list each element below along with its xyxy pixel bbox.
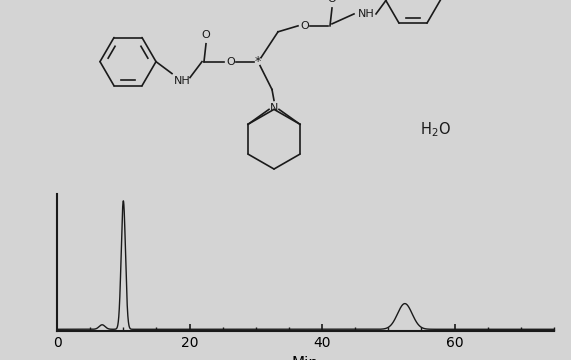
Text: *: * bbox=[255, 55, 261, 68]
Text: O: O bbox=[226, 57, 235, 67]
Text: N: N bbox=[270, 103, 278, 113]
Text: O: O bbox=[202, 30, 210, 40]
Text: NH: NH bbox=[174, 76, 191, 86]
Text: O: O bbox=[300, 21, 309, 31]
Text: NH: NH bbox=[358, 9, 375, 19]
Text: H$_2$O: H$_2$O bbox=[420, 120, 451, 139]
Text: O: O bbox=[328, 0, 336, 4]
X-axis label: Min: Min bbox=[292, 356, 319, 360]
